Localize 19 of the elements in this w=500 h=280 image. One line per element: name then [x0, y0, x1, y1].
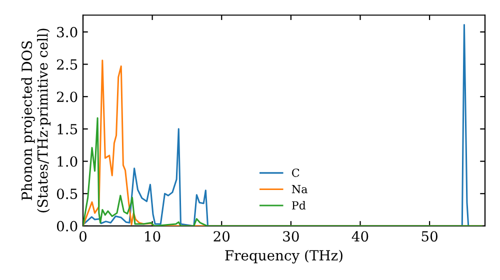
x-tick-label: 0 — [79, 231, 86, 242]
y-tick-label: 1.5 — [58, 124, 78, 134]
legend-label: Pd — [292, 200, 306, 210]
x-tick-label: 50 — [422, 231, 438, 242]
legend-label: C — [292, 168, 300, 177]
line-series — [83, 117, 482, 226]
x-axis-title: Frequency (THz) — [225, 250, 342, 264]
y-axis-title: Phonon projected DOS (States/THz·primitive cell) — [21, 28, 50, 212]
y-tick-label: 3.0 — [57, 26, 78, 38]
y-tick-label: 0.0 — [56, 220, 78, 232]
x-tick-label: 40 — [352, 231, 368, 242]
y-tick-label: 2.5 — [56, 59, 78, 70]
x-tick-label: 20 — [214, 231, 230, 242]
y-tick-label: 2.0 — [56, 92, 78, 102]
x-tick-label: 30 — [283, 231, 299, 242]
legend-label: Na — [292, 185, 308, 194]
y-tick-label: 1.0 — [58, 156, 78, 167]
x-tick-label: 10 — [145, 231, 160, 242]
y-tick-label: 0.5 — [56, 188, 78, 200]
